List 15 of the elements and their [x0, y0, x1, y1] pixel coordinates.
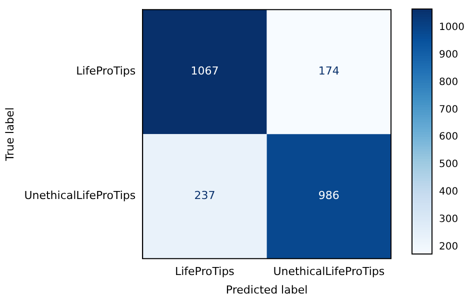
x-axis-title: Predicted label: [226, 283, 308, 296]
y-axis-title: True label: [3, 107, 16, 162]
color-bar-label: 700: [439, 104, 458, 116]
color-bar-label: 600: [439, 132, 458, 143]
color-bar-label: 200: [439, 241, 458, 252]
color-bar-label: 400: [439, 186, 458, 198]
data-label: 174: [318, 64, 340, 78]
color-bar-label: 1000: [439, 22, 464, 33]
data-label: 986: [318, 189, 340, 202]
data-label: 237: [194, 189, 216, 202]
color-bar-label: 900: [439, 49, 458, 60]
data-label: 1067: [190, 64, 219, 78]
color-bar-label: 800: [439, 76, 458, 88]
color-bar-label: 300: [439, 214, 458, 226]
color-bar-label: 500: [439, 159, 458, 170]
